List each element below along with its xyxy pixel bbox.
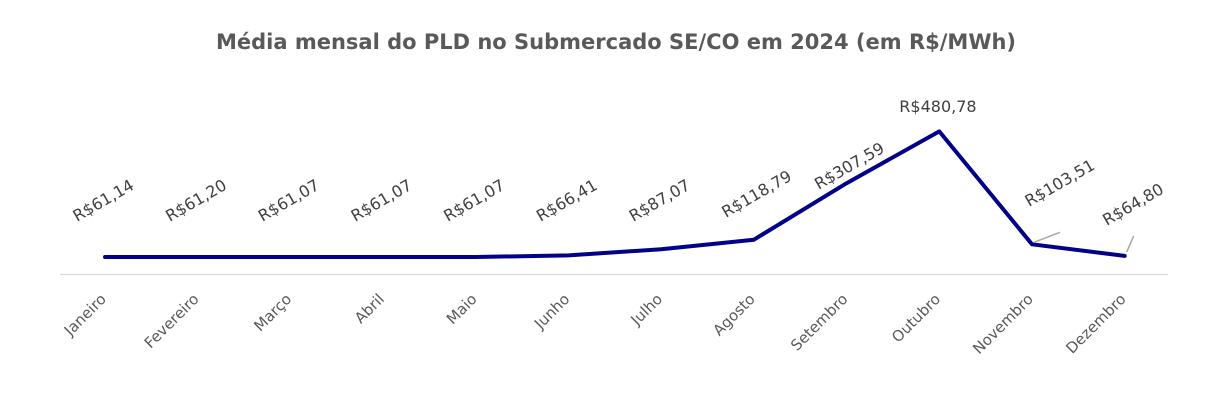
x-tick-label-março: Março [250, 290, 295, 335]
x-tick-label-janeiro: Janeiro [60, 290, 110, 340]
data-label-fevereiro: R$61,20 [162, 175, 230, 225]
x-tick-label-junho: Junho [530, 290, 573, 333]
series-line [103, 129, 1127, 259]
x-tick-label-novembro: Novembro [969, 290, 1037, 358]
x-tick-label-agosto: Agosto [709, 290, 758, 339]
data-label-maio: R$61,07 [440, 175, 508, 225]
data-label-outubro: R$480,78 [899, 97, 976, 116]
data-label-março: R$61,07 [255, 175, 323, 225]
data-label-janeiro: R$61,14 [70, 175, 138, 225]
chart-title: Média mensal do PLD no Submercado SE/CO … [215, 30, 1017, 54]
data-label-junho: R$66,41 [533, 175, 601, 225]
x-tick-label-setembro: Setembro [787, 290, 851, 354]
data-label-dezembro: R$64,80 [1099, 179, 1167, 229]
x-tick-label-maio: Maio [443, 290, 481, 328]
x-tick-label-dezembro: Dezembro [1062, 290, 1129, 357]
x-tick-label-julho: Julho [627, 290, 666, 329]
leader-line-dezembro [1126, 235, 1135, 253]
x-tick-label-outubro: Outubro [888, 290, 944, 346]
leader-lines [1033, 231, 1135, 253]
data-label-julho: R$87,07 [626, 175, 694, 225]
x-tick-label-abril: Abril [351, 290, 388, 327]
category-labels: Janeiro Fevereiro Março Abril Maio Junho Julho… [60, 290, 1130, 358]
x-tick-label-fevereiro: Fevereiro [141, 290, 203, 352]
leader-line-novembro [1033, 231, 1061, 244]
data-label-agosto: R$118,79 [718, 166, 794, 221]
data-label-novembro: R$103,51 [1022, 155, 1098, 210]
data-label-abril: R$61,07 [348, 175, 416, 225]
